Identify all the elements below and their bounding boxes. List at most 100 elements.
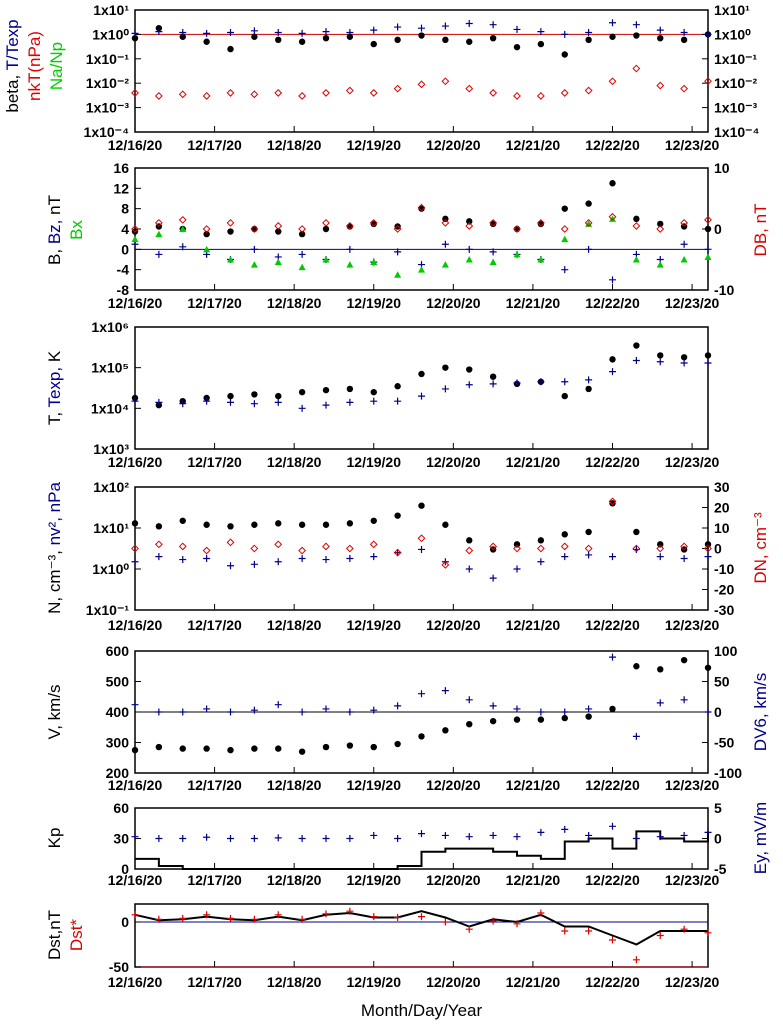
data-point [202,225,211,233]
data-point [275,520,282,527]
y-tick-label-right: 0 [714,221,722,237]
data-point [417,203,426,212]
data-point [442,727,449,734]
series-DN [131,497,712,569]
data-point [179,745,186,752]
data-point [704,541,712,548]
series-Dst* [131,907,712,964]
data-point [179,28,187,36]
y-tick-label-right: 0 [714,831,722,847]
data-point [203,521,210,528]
y-tick-label: -8 [117,282,130,298]
data-point [489,34,497,42]
data-point [322,218,330,227]
x-tick-label: 12/23/20 [665,777,720,793]
series-T/Texp [131,19,712,38]
panel-frame [134,326,709,450]
axis-label-bx: Bx [67,220,86,240]
data-point [370,397,378,405]
data-point [179,835,187,842]
data-point [513,705,521,713]
data-point [680,555,688,563]
data-point [131,225,139,233]
data-point [609,936,616,944]
x-tick-label: 12/18/20 [267,872,322,888]
x-tick-label: 12/19/20 [347,872,402,888]
data-point [131,746,139,754]
x-tick-label: 12/23/20 [665,454,720,470]
data-point [370,706,378,714]
y-tick-label: 1x10¹ [93,2,129,18]
data-point [537,558,545,566]
x-tick-label: 12/22/20 [585,974,640,990]
data-point [275,745,282,752]
data-point [418,830,425,838]
data-point [418,392,425,400]
data-point [609,33,616,40]
data-point [155,915,163,923]
data-point [346,33,354,40]
axis-label-dststar: Dst* [67,919,86,952]
x-tick-label: 12/19/20 [347,454,402,470]
series-B [131,180,712,238]
data-point [227,562,234,570]
data-point [131,29,139,37]
y-tick-label: 500 [106,674,130,690]
data-point [656,26,664,34]
axis-label-kp: Kp [45,828,64,849]
data-point [394,702,402,710]
y-tick-label: 12 [113,180,129,196]
data-point [274,28,282,36]
data-point [585,705,593,713]
data-point [251,33,258,40]
y-tick-label-right: -100 [714,765,742,781]
data-point [609,180,616,187]
x-tick-label: 12/18/20 [267,137,322,153]
data-point [513,541,521,548]
data-point [680,925,688,933]
panel-frame [134,9,709,133]
data-point [561,30,569,38]
data-point [657,541,664,548]
data-point [632,64,641,73]
data-point [441,831,449,839]
axis-label-dv6: DV6, km/s [751,673,770,751]
x-tick-label: 12/23/20 [665,137,720,153]
data-point [537,537,545,544]
x-tick-label: 12/19/20 [347,617,402,633]
data-point [203,705,211,713]
x-tick-label: 12/23/20 [665,617,720,633]
series-beta [131,24,712,58]
y-tick-label: 0 [121,914,129,930]
data-point [227,392,234,400]
data-point [561,235,569,243]
data-point [394,271,402,278]
x-tick-label: 12/22/20 [585,137,640,153]
y-tick-label: 1x10⁻³ [86,100,130,116]
y-tick-label-right: 1x10⁻¹ [714,51,758,67]
y-tick-label-right: -10 [714,282,734,298]
data-point [131,701,139,709]
data-point [704,828,712,836]
y-tick-label-right: 0 [714,541,722,557]
data-point [322,835,330,842]
data-point [227,228,234,235]
data-point [346,520,354,527]
data-point [585,245,593,253]
data-point [322,521,330,528]
x-tick-label: 12/21/20 [506,777,561,793]
data-point [585,385,592,393]
data-point [513,92,521,100]
data-point [179,556,187,564]
data-point [704,30,712,38]
data-point [346,907,354,915]
data-point [657,34,664,42]
data-point [131,558,139,566]
x-tick-label: 12/17/20 [187,295,242,311]
y-tick-label: 30 [113,831,129,847]
axis-label-part: T/Texp [3,19,22,74]
data-point [179,243,187,251]
series-DB [131,203,712,233]
x-tick-label: 12/20/20 [426,137,481,153]
y-tick-label: 1x10⁻⁴ [84,124,130,140]
